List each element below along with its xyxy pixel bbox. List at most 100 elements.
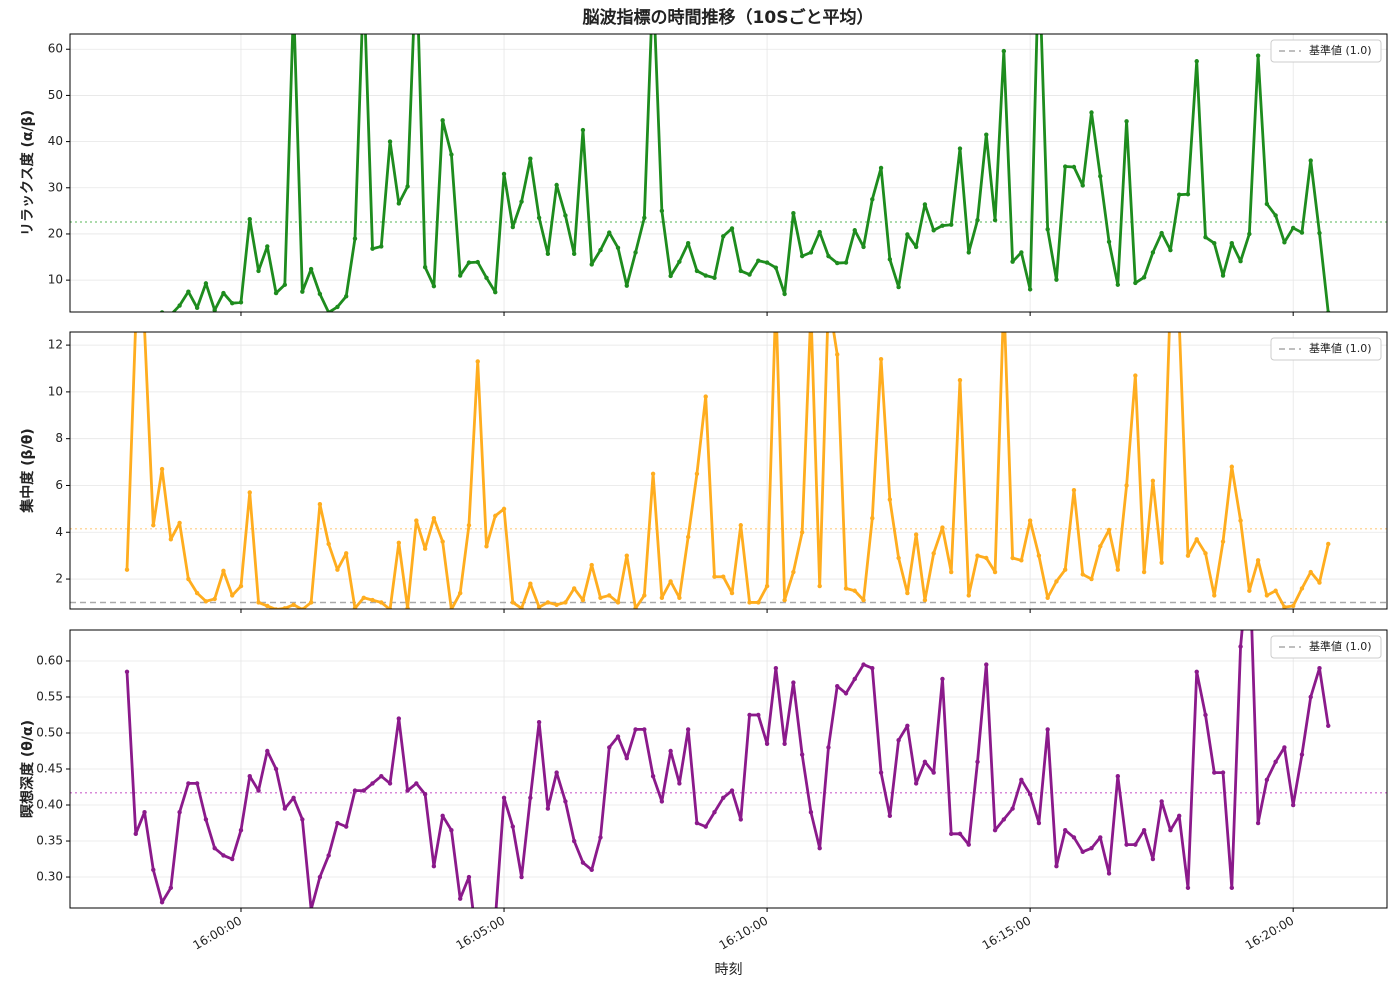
data-point — [396, 540, 402, 545]
data-point — [966, 250, 971, 255]
data-point — [1264, 777, 1270, 783]
data-point — [352, 788, 358, 793]
y-tick-label: 10 — [48, 273, 63, 287]
data-point — [422, 546, 428, 551]
data-point — [1238, 518, 1243, 523]
data-point — [747, 712, 752, 718]
data-point — [607, 593, 612, 598]
data-point — [756, 600, 761, 605]
data-point — [598, 247, 603, 253]
data-point — [142, 810, 147, 815]
series-line — [159, 34, 1330, 312]
data-point — [878, 770, 884, 775]
data-point — [563, 213, 568, 218]
data-point — [510, 824, 515, 829]
data-point — [870, 197, 875, 202]
data-point — [317, 501, 323, 507]
data-point — [624, 283, 629, 288]
data-point — [703, 394, 708, 399]
series-line — [125, 630, 1330, 908]
data-point — [1159, 230, 1164, 236]
data-point — [1045, 595, 1050, 600]
data-point — [738, 817, 743, 822]
data-point — [1106, 239, 1112, 245]
data-point — [256, 788, 261, 793]
data-point — [335, 820, 340, 826]
data-point — [528, 156, 533, 161]
data-point — [326, 541, 331, 547]
data-point — [1203, 551, 1208, 556]
data-point — [896, 284, 901, 290]
data-point — [668, 273, 673, 279]
data-point — [1124, 483, 1129, 488]
data-point — [168, 537, 174, 542]
data-point — [913, 244, 919, 250]
data-point — [379, 244, 384, 249]
data-point — [1273, 759, 1278, 764]
data-point — [1010, 555, 1015, 561]
data-point — [308, 266, 314, 272]
y-tick-label: 50 — [48, 88, 63, 102]
data-point — [238, 300, 244, 305]
data-point — [1150, 856, 1156, 862]
data-point — [1089, 846, 1094, 851]
data-point — [1308, 569, 1313, 575]
data-point — [501, 171, 507, 177]
data-point — [142, 327, 146, 331]
data-point — [1308, 158, 1313, 163]
data-point — [1150, 250, 1156, 255]
data-point — [151, 867, 156, 873]
data-point — [940, 525, 945, 530]
data-point — [449, 828, 454, 833]
data-point — [291, 602, 296, 607]
data-point — [1010, 259, 1015, 264]
data-point — [545, 806, 551, 811]
x-tick-label: 16:20:00 — [1243, 914, 1297, 953]
data-point — [913, 532, 919, 537]
data-point — [1141, 275, 1147, 280]
data-point — [405, 788, 410, 793]
data-point — [1133, 373, 1138, 378]
data-point — [1010, 806, 1015, 811]
data-point — [379, 600, 384, 605]
data-point — [1141, 569, 1147, 575]
data-point — [966, 842, 971, 847]
data-point — [764, 260, 770, 265]
data-point — [168, 885, 174, 891]
data-point — [1080, 849, 1085, 855]
x-tick-label: 16:10:00 — [717, 914, 771, 953]
data-point — [791, 569, 796, 575]
legend-box — [1270, 39, 1382, 63]
data-point — [1071, 487, 1077, 493]
data-point — [317, 874, 323, 880]
data-point — [510, 600, 515, 605]
plot-frame — [69, 33, 1388, 313]
data-point — [1238, 644, 1243, 649]
data-point — [221, 290, 226, 296]
data-point — [668, 579, 673, 584]
chart-title: 脳波指標の時間推移（10Sごと平均） — [583, 7, 874, 28]
x-tick-label: 16:00:00 — [191, 914, 245, 953]
data-point — [291, 795, 296, 801]
data-point — [1176, 192, 1182, 197]
data-point — [1282, 240, 1287, 245]
data-point — [475, 359, 480, 364]
data-point — [1115, 774, 1121, 779]
data-point — [1106, 871, 1112, 876]
data-point — [221, 568, 226, 574]
data-point — [1185, 192, 1191, 197]
data-point — [791, 210, 796, 216]
data-point — [1089, 110, 1094, 115]
data-point — [536, 604, 542, 609]
data-point — [379, 774, 384, 779]
data-point — [571, 586, 577, 591]
data-point — [186, 576, 191, 582]
data-point — [1194, 59, 1199, 64]
data-point — [721, 795, 726, 801]
data-point — [1168, 828, 1173, 833]
data-point — [957, 146, 963, 151]
data-point — [738, 268, 743, 274]
data-point — [694, 471, 700, 476]
data-point — [633, 606, 638, 609]
data-point — [922, 759, 928, 764]
